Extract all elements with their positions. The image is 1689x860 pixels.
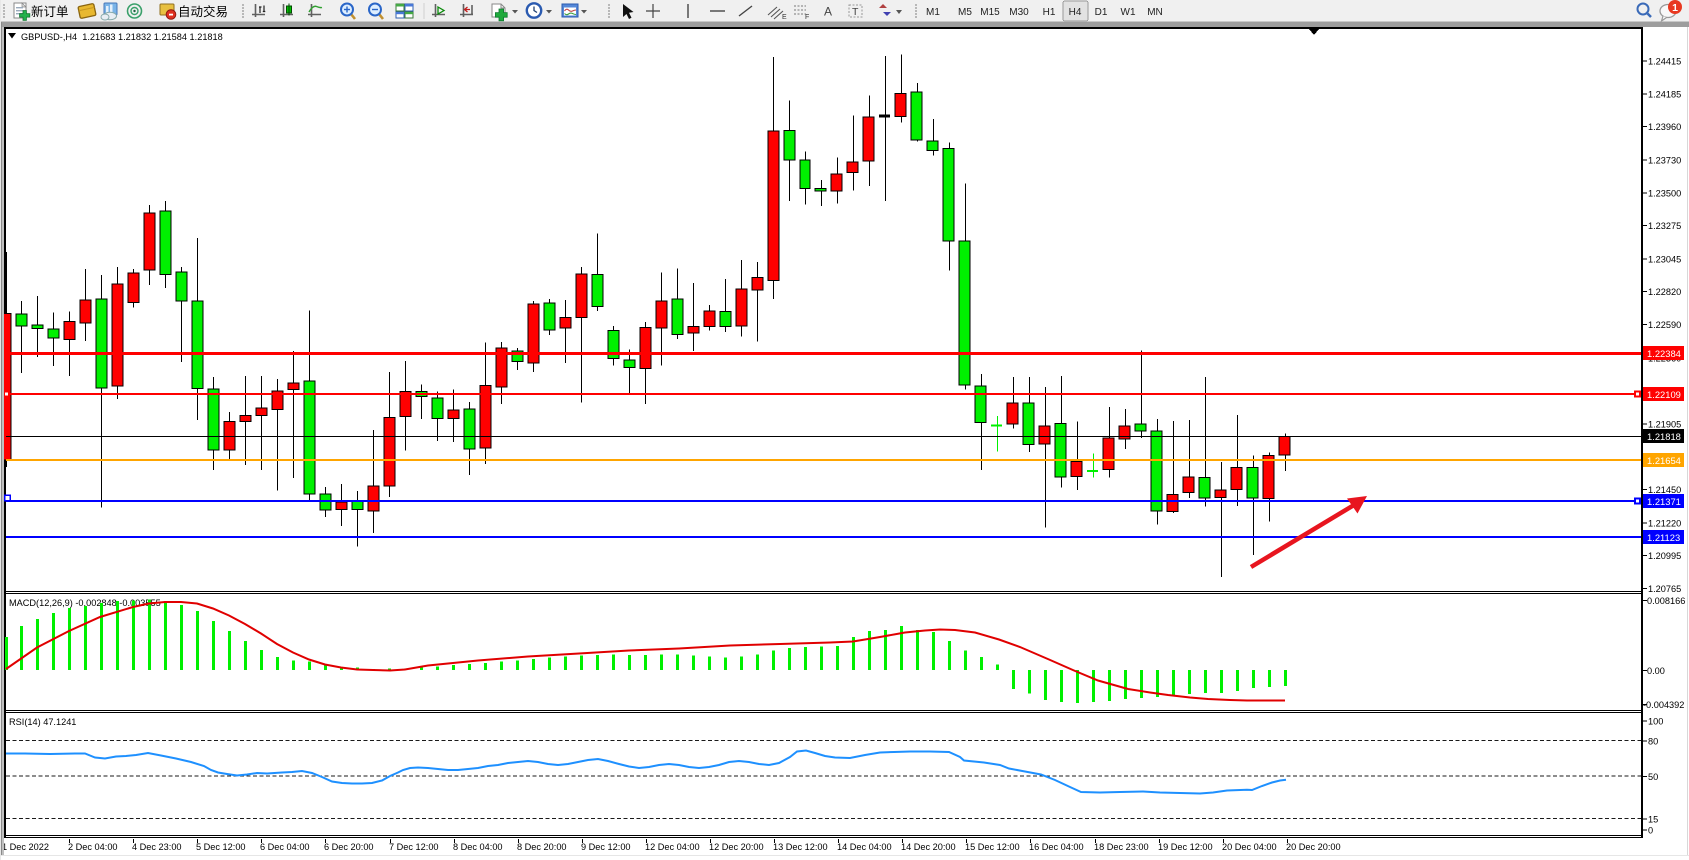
svg-text:13 Dec 12:00: 13 Dec 12:00 <box>773 842 828 852</box>
svg-text:19 Dec 12:00: 19 Dec 12:00 <box>1158 842 1213 852</box>
svg-text:1: 1 <box>1672 2 1678 14</box>
svg-text:0: 0 <box>1648 826 1653 836</box>
svg-text:1 Dec 2022: 1 Dec 2022 <box>2 842 49 852</box>
svg-text:1.22384: 1.22384 <box>1647 348 1681 359</box>
svg-text:14 Dec 04:00: 14 Dec 04:00 <box>837 842 892 852</box>
svg-text:12 Dec 04:00: 12 Dec 04:00 <box>645 842 700 852</box>
svg-text:0.008166: 0.008166 <box>1647 596 1685 606</box>
svg-text:W1: W1 <box>1121 7 1136 18</box>
svg-text:2 Dec 04:00: 2 Dec 04:00 <box>68 842 118 852</box>
svg-text:8 Dec 04:00: 8 Dec 04:00 <box>453 842 503 852</box>
svg-text:M30: M30 <box>1009 7 1029 18</box>
svg-text:0.00: 0.00 <box>1647 666 1665 676</box>
svg-text:1.22590: 1.22590 <box>1648 320 1681 330</box>
svg-text:20 Dec 20:00: 20 Dec 20:00 <box>1286 842 1341 852</box>
svg-text:F: F <box>805 14 809 21</box>
svg-text:M1: M1 <box>926 7 940 18</box>
svg-text:15 Dec 12:00: 15 Dec 12:00 <box>965 842 1020 852</box>
svg-text:7 Dec 12:00: 7 Dec 12:00 <box>389 842 439 852</box>
svg-text:MN: MN <box>1147 7 1163 18</box>
svg-text:6 Dec 04:00: 6 Dec 04:00 <box>260 842 310 852</box>
svg-text:1.23045: 1.23045 <box>1648 254 1681 264</box>
svg-text:1.21371: 1.21371 <box>1647 496 1681 507</box>
svg-text:6 Dec 20:00: 6 Dec 20:00 <box>324 842 374 852</box>
svg-text:1.24185: 1.24185 <box>1648 90 1681 100</box>
svg-text:1.20765: 1.20765 <box>1648 584 1681 594</box>
svg-text:D1: D1 <box>1095 7 1108 18</box>
svg-text:8 Dec 20:00: 8 Dec 20:00 <box>517 842 567 852</box>
svg-text:18 Dec 23:00: 18 Dec 23:00 <box>1094 842 1149 852</box>
svg-text:M15: M15 <box>980 7 1000 18</box>
svg-text:T: T <box>852 6 859 18</box>
svg-text:1.23730: 1.23730 <box>1648 155 1681 165</box>
svg-text:M5: M5 <box>958 7 972 18</box>
svg-text:1.22109: 1.22109 <box>1647 389 1681 400</box>
svg-text:80: 80 <box>1648 737 1658 747</box>
svg-text:RSI(14) 47.1241: RSI(14) 47.1241 <box>9 717 76 727</box>
svg-text:H4: H4 <box>1069 7 1082 18</box>
svg-text:16 Dec 04:00: 16 Dec 04:00 <box>1029 842 1084 852</box>
svg-text:15: 15 <box>1648 815 1658 825</box>
svg-text:100: 100 <box>1648 717 1663 727</box>
svg-text:1.21654: 1.21654 <box>1647 455 1681 466</box>
svg-text:1.21818: 1.21818 <box>1647 431 1681 442</box>
svg-text:1.21905: 1.21905 <box>1648 419 1681 429</box>
svg-text:20 Dec 04:00: 20 Dec 04:00 <box>1222 842 1277 852</box>
svg-text:1.23275: 1.23275 <box>1648 221 1681 231</box>
svg-text:-0.004392: -0.004392 <box>1643 700 1684 710</box>
svg-text:1.21450: 1.21450 <box>1648 485 1681 495</box>
svg-text:E: E <box>782 14 787 21</box>
svg-text:1.21123: 1.21123 <box>1647 532 1680 543</box>
svg-text:1.21220: 1.21220 <box>1648 518 1681 528</box>
svg-text:14 Dec 20:00: 14 Dec 20:00 <box>901 842 956 852</box>
svg-text:1.24415: 1.24415 <box>1648 56 1681 66</box>
svg-text:GBPUSD-,H4 1.21683 1.21832 1.: GBPUSD-,H4 1.21683 1.21832 1.21584 1.218… <box>21 32 223 42</box>
svg-text:1.23500: 1.23500 <box>1648 189 1681 199</box>
svg-text:自动交易: 自动交易 <box>178 4 228 19</box>
svg-text:新订单: 新订单 <box>31 4 69 19</box>
svg-text:1.22820: 1.22820 <box>1648 287 1681 297</box>
svg-text:50: 50 <box>1648 772 1658 782</box>
svg-text:4 Dec 23:00: 4 Dec 23:00 <box>132 842 182 852</box>
svg-text:1.23960: 1.23960 <box>1648 122 1681 132</box>
svg-text:12 Dec 20:00: 12 Dec 20:00 <box>709 842 764 852</box>
svg-text:H1: H1 <box>1043 7 1056 18</box>
svg-text:9 Dec 12:00: 9 Dec 12:00 <box>581 842 631 852</box>
svg-text:A: A <box>824 5 832 19</box>
svg-text:MACD(12,26,9) -0.002848 -0.003: MACD(12,26,9) -0.002848 -0.003555 <box>9 598 161 608</box>
svg-text:5 Dec 12:00: 5 Dec 12:00 <box>196 842 246 852</box>
svg-text:1.20995: 1.20995 <box>1648 551 1681 561</box>
